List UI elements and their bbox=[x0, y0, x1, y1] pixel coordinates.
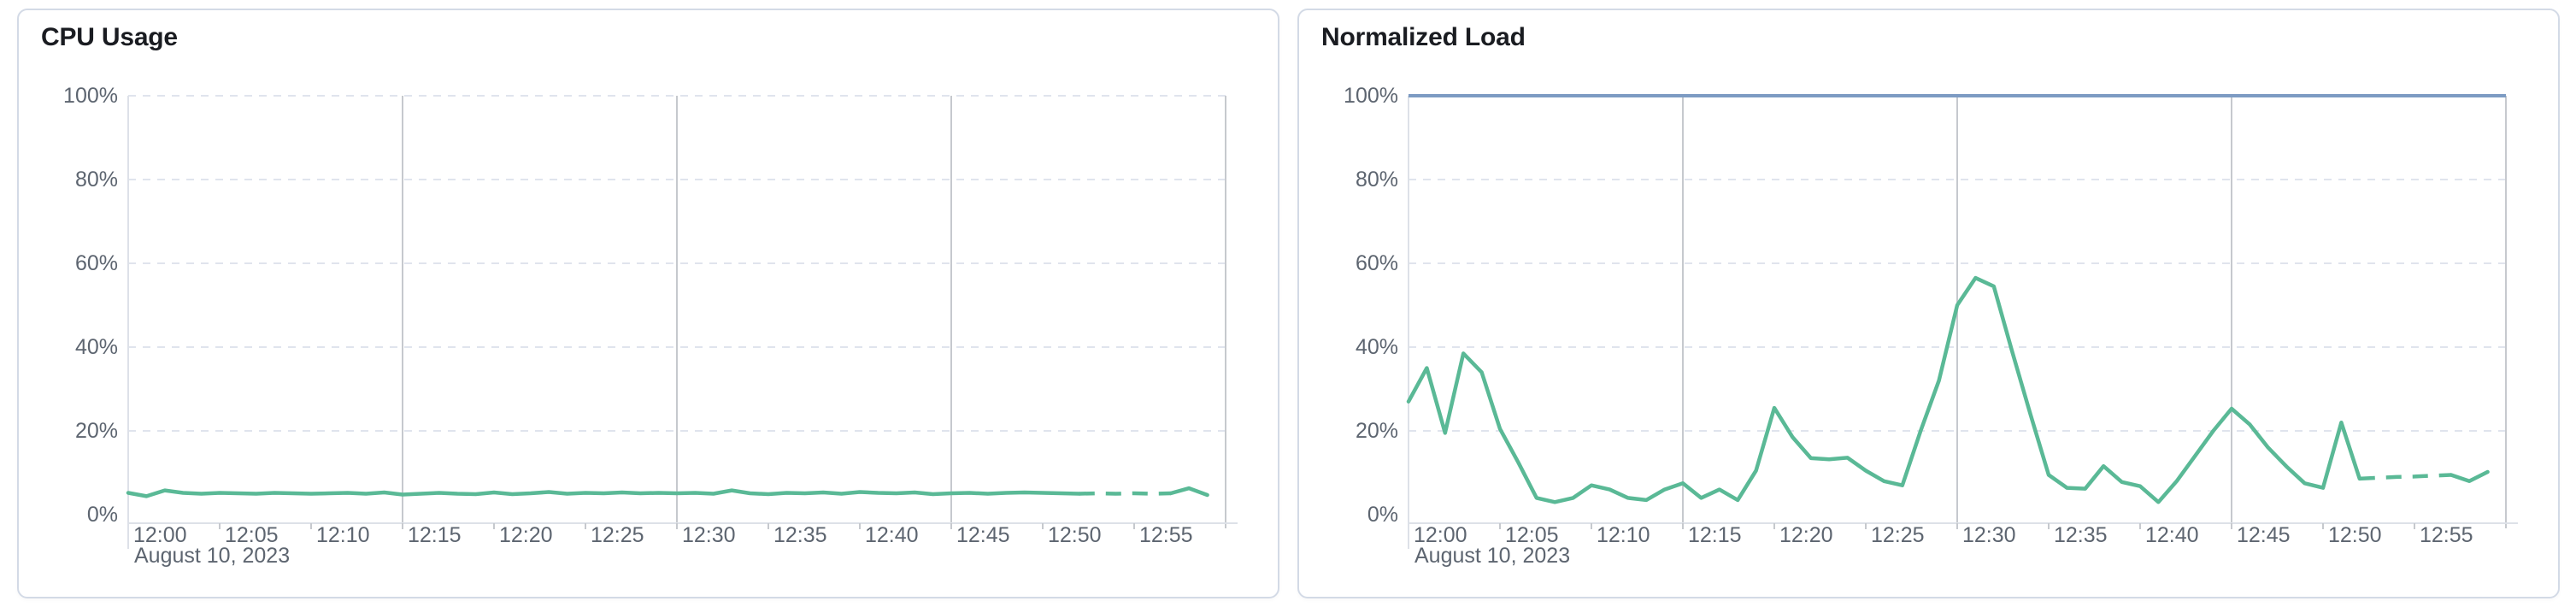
y-tick-label: 80% bbox=[75, 168, 118, 192]
x-tick-label: 12:05 bbox=[1505, 523, 1559, 547]
panel-normalized-load: Normalized Load 12:00 12:05 12:10 12:15 12:2… bbox=[1297, 9, 2560, 598]
axes bbox=[127, 96, 1238, 549]
x-tick-label: 12:10 bbox=[1597, 523, 1650, 547]
x-axis-labels: 12:00 12:05 12:10 12:15 12:20 12:25 12:30 12:35… bbox=[133, 523, 1193, 568]
x-tick-label: 12:15 bbox=[408, 523, 462, 547]
v-gridlines bbox=[1682, 96, 2507, 528]
x-tick-label: 12:40 bbox=[865, 523, 919, 547]
x-tick-label: 12:05 bbox=[225, 523, 279, 547]
x-tick-label: 12:20 bbox=[499, 523, 553, 547]
panel-title-normalized-load: Normalized Load bbox=[1321, 23, 1526, 51]
x-axis-date-label: August 10, 2023 bbox=[134, 544, 290, 568]
x-tick-label: 12:50 bbox=[2328, 523, 2382, 547]
y-tick-label: 0% bbox=[87, 503, 118, 527]
panel-cpu-usage: CPU Usage 12:00 12:05 12:10 12:15 12:20 12:25… bbox=[17, 9, 1279, 598]
x-tick-label: 12:15 bbox=[1688, 523, 1742, 547]
cpu-usage-line-solid bbox=[126, 488, 1082, 498]
y-tick-label: 20% bbox=[1356, 419, 1398, 443]
x-tick-label: 12:50 bbox=[1048, 523, 1102, 547]
normalized-load-line-solid bbox=[1406, 275, 2362, 504]
y-axis-labels: 0% 20% 40% 60% 80% 100% bbox=[1344, 84, 1398, 527]
cpu-usage-line-tail bbox=[1168, 486, 1209, 498]
x-tick-label: 12:30 bbox=[1962, 523, 2016, 547]
y-tick-label: 100% bbox=[1344, 84, 1398, 108]
metrics-dashboard: CPU Usage 12:00 12:05 12:10 12:15 12:20 12:25… bbox=[17, 9, 2560, 598]
cpu-usage-chart[interactable]: 12:00 12:05 12:10 12:15 12:20 12:25 12:30 12:35… bbox=[19, 10, 1278, 597]
x-tick-label: 12:00 bbox=[1414, 523, 1467, 547]
x-tick-label: 12:40 bbox=[2145, 523, 2199, 547]
x-tick-label: 12:10 bbox=[316, 523, 370, 547]
v-gridlines bbox=[402, 96, 1226, 528]
y-tick-label: 40% bbox=[75, 335, 118, 359]
x-axis-date-label: August 10, 2023 bbox=[1414, 544, 1570, 568]
y-tick-label: 60% bbox=[1356, 251, 1398, 275]
panel-title-cpu-usage: CPU Usage bbox=[41, 23, 178, 51]
normalized-load-line-tail bbox=[2449, 469, 2490, 484]
x-tick-label: 12:55 bbox=[1139, 523, 1193, 547]
cpu-usage-line-dashed bbox=[1079, 491, 1171, 496]
x-axis-labels: 12:00 12:05 12:10 12:15 12:20 12:25 12:30 12:35… bbox=[1414, 523, 2473, 568]
y-tick-label: 80% bbox=[1356, 168, 1398, 192]
normalized-load-line-dashed bbox=[2359, 473, 2451, 481]
x-tick-label: 12:45 bbox=[2237, 523, 2291, 547]
x-tick-marks bbox=[1499, 523, 2415, 529]
y-tick-label: 40% bbox=[1356, 335, 1398, 359]
y-tick-label: 20% bbox=[75, 419, 118, 443]
x-tick-marks bbox=[219, 523, 1135, 529]
axes bbox=[1408, 96, 2518, 549]
x-tick-label: 12:20 bbox=[1779, 523, 1833, 547]
y-tick-label: 0% bbox=[1367, 503, 1398, 527]
x-tick-label: 12:35 bbox=[773, 523, 827, 547]
x-tick-label: 12:30 bbox=[682, 523, 736, 547]
x-tick-label: 12:55 bbox=[2420, 523, 2473, 547]
x-tick-label: 12:25 bbox=[1871, 523, 1925, 547]
y-tick-label: 100% bbox=[63, 84, 118, 108]
cpu-usage-series bbox=[126, 486, 1209, 498]
normalized-load-series bbox=[1406, 275, 2490, 504]
x-tick-label: 12:00 bbox=[133, 523, 187, 547]
x-tick-label: 12:35 bbox=[2054, 523, 2108, 547]
normalized-load-chart[interactable]: 12:00 12:05 12:10 12:15 12:20 12:25 12:30 12:35… bbox=[1299, 10, 2558, 597]
y-tick-label: 60% bbox=[75, 251, 118, 275]
chart-svg: 12:00 12:05 12:10 12:15 12:20 12:25 12:30 12:35… bbox=[1344, 84, 2518, 568]
chart-svg: 12:00 12:05 12:10 12:15 12:20 12:25 12:30 12:35… bbox=[63, 84, 1238, 568]
x-tick-label: 12:25 bbox=[591, 523, 644, 547]
y-axis-labels: 0% 20% 40% 60% 80% 100% bbox=[63, 84, 118, 527]
x-tick-label: 12:45 bbox=[956, 523, 1010, 547]
